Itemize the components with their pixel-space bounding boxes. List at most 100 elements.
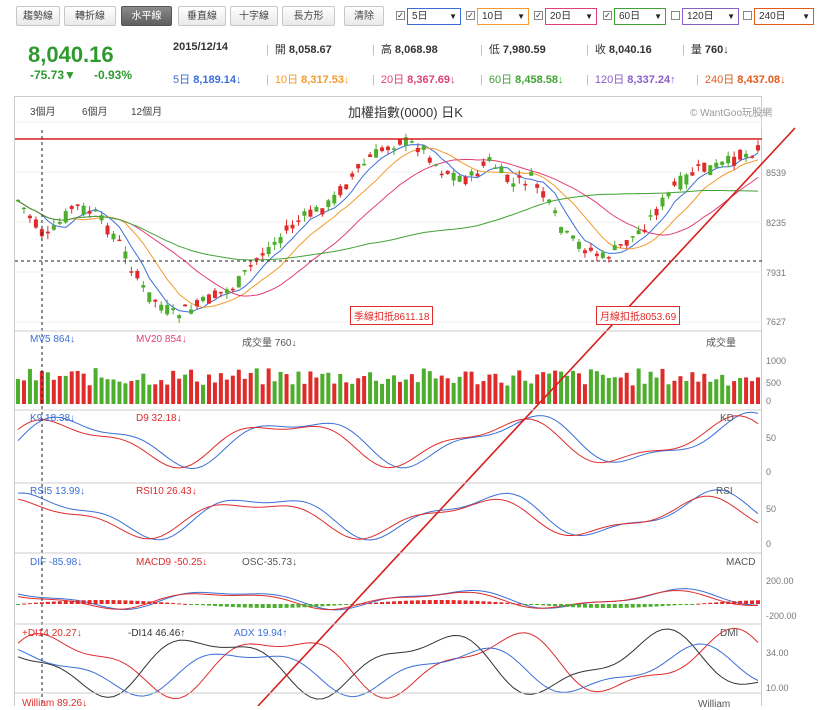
chevron-down-icon: ▼ — [802, 12, 810, 21]
tool-vertical-line-button[interactable]: 垂直線 — [178, 6, 226, 26]
ma120-select-label: 120日 — [687, 11, 714, 22]
dmi-panel-name: DMI — [720, 628, 739, 639]
william-panel-name: William — [698, 699, 731, 710]
quote-low: | 低 7,980.59 — [480, 44, 546, 56]
price-summary: 8,040.16 -75.73▼ -0.93% — [14, 34, 164, 92]
kd-axis-label: 0 — [766, 467, 772, 477]
dif-label: DIF -85.98↓ — [30, 557, 83, 568]
quote-volume: | 量 760↓ — [682, 44, 729, 56]
ma120-value: | 120日 8,337.24↑ — [586, 74, 676, 86]
dmi-axis-label: 34.00 — [766, 648, 789, 658]
price-axis-label: 7627 — [766, 317, 787, 327]
mv20-label: MV20 854↓ — [136, 334, 187, 345]
chart-watermark: © WantGoo玩股網 — [690, 108, 773, 119]
ma10-value: | 10日 8,317.53↓ — [266, 74, 350, 86]
ma5-label: 5日 — [173, 74, 191, 86]
mv5-label: MV5 864↓ — [30, 334, 76, 345]
high-value: 8,068.98 — [394, 44, 438, 56]
ma120-label: 120日 — [594, 74, 625, 86]
chevron-down-icon: ▼ — [449, 12, 457, 21]
ma240-select[interactable]: 240日 ▼ — [754, 8, 814, 25]
clear-button[interactable]: 清除 — [344, 6, 384, 26]
chevron-down-icon: ▼ — [517, 12, 525, 21]
tool-rectangle-button[interactable]: 長方形 — [282, 6, 335, 26]
price-axis-label: 8539 — [766, 168, 787, 178]
period-tab-6m[interactable]: 6個月 — [82, 107, 108, 118]
ma10-checkbox[interactable]: ✓ — [466, 11, 475, 20]
ma240-label: 240日 — [704, 74, 735, 86]
ma60-number: 8,458.58↓ — [515, 74, 564, 86]
ma20-select[interactable]: 20日 ▼ — [545, 8, 597, 25]
william-label: William 89.26↓ — [22, 698, 88, 709]
chart-frame — [14, 96, 762, 706]
ma10-number: 8,317.53↓ — [301, 74, 350, 86]
ma240-number: 8,437.08↓ — [737, 74, 786, 86]
low-value: 7,980.59 — [502, 44, 546, 56]
rsi-axis-label: 0 — [766, 539, 772, 549]
macd9-label: MACD9 -50.25↓ — [136, 557, 208, 568]
chevron-down-icon: ▼ — [654, 12, 662, 21]
ma20-label: 20日 — [380, 74, 405, 86]
month-line-annotation: 月線扣抵8053.69 — [596, 306, 681, 325]
tool-horizontal-line-button[interactable]: 水平線 — [121, 6, 172, 26]
price-change-pct: -0.93% — [94, 68, 133, 82]
price-axis-label: 8235 — [766, 218, 787, 228]
price-axis-label: 7931 — [766, 268, 787, 278]
ma5-select-label: 5日 — [412, 11, 428, 22]
quote-close: | 收 8,040.16 — [586, 44, 652, 56]
volume-axis-label: 500 — [766, 378, 782, 388]
ma60-select-label: 60日 — [619, 11, 641, 22]
ma10-select[interactable]: 10日 ▼ — [477, 8, 529, 25]
rsi-panel-name: RSI — [716, 486, 733, 497]
volume-label: 量 — [690, 44, 702, 56]
macd-axis-label: -200.00 — [766, 611, 797, 621]
volume-axis-label: 0 — [766, 396, 772, 406]
ma60-select[interactable]: 60日 ▼ — [614, 8, 666, 25]
quarter-line-annotation: 季線扣抵8611.18 — [350, 306, 434, 325]
ma20-select-label: 20日 — [550, 11, 572, 22]
mdi-label: -DI14 46.46↑ — [128, 628, 186, 639]
volume-panel-label: 成交量 760↓ — [242, 338, 297, 349]
ma240-select-label: 240日 — [759, 11, 786, 22]
ma60-value: | 60日 8,458.58↓ — [480, 74, 564, 86]
price-change: -75.73▼ — [30, 68, 76, 82]
ma20-checkbox[interactable]: ✓ — [534, 11, 543, 20]
ma120-select[interactable]: 120日 ▼ — [682, 8, 739, 25]
ma20-number: 8,367.69↓ — [407, 74, 456, 86]
ma240-checkbox[interactable] — [743, 11, 752, 20]
ma10-label: 10日 — [274, 74, 299, 86]
ma120-number: 8,337.24↑ — [627, 74, 676, 86]
osc-label: OSC-35.73↓ — [242, 557, 298, 568]
k9-label: K9 18.38↓ — [30, 413, 76, 424]
volume-axis-label: 1000 — [766, 356, 787, 366]
ma20-value: | 20日 8,367.69↓ — [372, 74, 456, 86]
period-tab-12m[interactable]: 12個月 — [131, 107, 163, 118]
chevron-down-icon: ▼ — [585, 12, 593, 21]
ma60-checkbox[interactable]: ✓ — [603, 11, 612, 20]
tool-crosshair-button[interactable]: 十字線 — [230, 6, 278, 26]
close-label: 收 — [594, 44, 606, 56]
quote-high: | 高 8,068.98 — [372, 44, 438, 56]
ma5-number: 8,189.14↓ — [193, 74, 242, 86]
macd-axis-label: 200.00 — [766, 576, 794, 586]
rsi10-label: RSI10 26.43↓ — [136, 486, 197, 497]
open-label: 開 — [274, 44, 286, 56]
high-label: 高 — [380, 44, 392, 56]
close-value: 8,040.16 — [608, 44, 652, 56]
adx-label: ADX 19.94↑ — [234, 628, 288, 639]
d9-label: D9 32.18↓ — [136, 413, 182, 424]
period-tab-3m[interactable]: 3個月 — [30, 107, 56, 118]
chevron-down-icon: ▼ — [727, 12, 735, 21]
quote-date: 2015/12/14 — [173, 41, 229, 53]
rsi5-label: RSI5 13.99↓ — [30, 486, 86, 497]
tool-trend-line-button[interactable]: 趨勢線 — [16, 6, 60, 26]
ma5-select[interactable]: 5日 ▼ — [407, 8, 461, 25]
ma5-checkbox[interactable]: ✓ — [396, 11, 405, 20]
last-price: 8,040.16 — [28, 42, 114, 67]
ma120-checkbox[interactable] — [671, 11, 680, 20]
tool-turning-line-button[interactable]: 轉折線 — [64, 6, 116, 26]
volume-value: 760↓ — [704, 44, 729, 56]
kd-axis-label: 50 — [766, 433, 777, 443]
open-value: 8,058.67 — [288, 44, 332, 56]
ma10-select-label: 10日 — [482, 11, 504, 22]
